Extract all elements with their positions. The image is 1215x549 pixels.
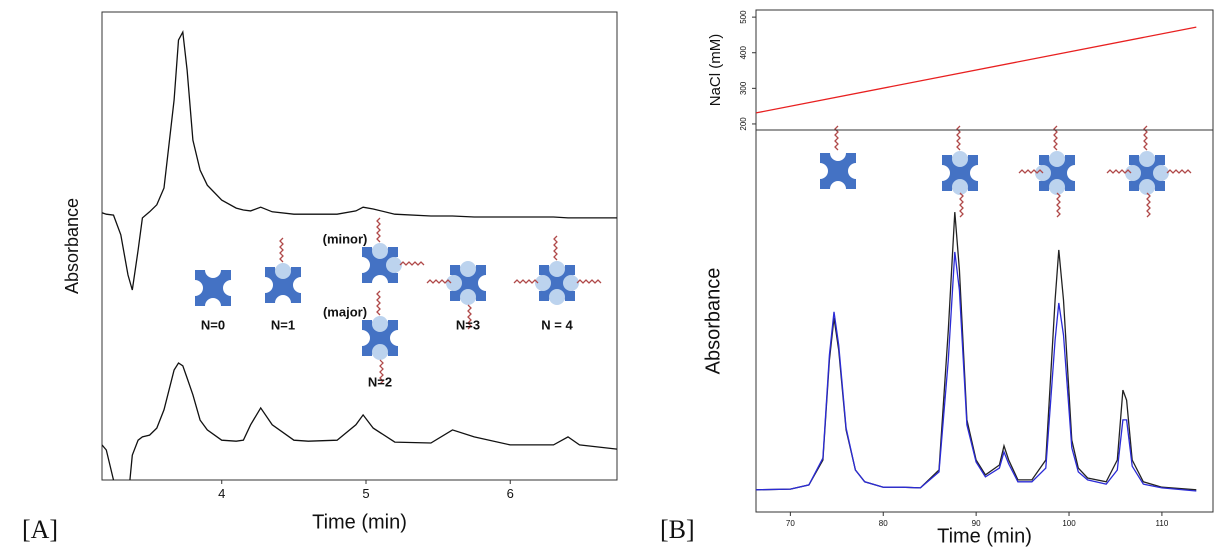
x-tick-label: 90	[972, 519, 981, 528]
x-tick-label: 4	[218, 486, 225, 501]
y-tick-label: 300	[739, 81, 748, 95]
x-tick-label: 5	[362, 486, 369, 501]
icon-label: N=1	[271, 317, 295, 332]
x-tick-label: 100	[1062, 519, 1076, 528]
trace	[102, 29, 617, 291]
panel-label: [B]	[660, 515, 695, 544]
trace	[756, 251, 1197, 492]
y-tick-label: 200	[739, 117, 748, 131]
x-tick-label: 110	[1156, 519, 1169, 528]
icons-b	[820, 125, 1192, 218]
x-tick-label: 80	[879, 519, 888, 528]
plot-frame	[101, 11, 618, 481]
icon-label: N=0	[201, 317, 225, 332]
y-axis-label: NaCl (mM)	[707, 34, 724, 107]
icon-label: N=2	[368, 374, 392, 389]
icon-label: N=3	[456, 317, 480, 332]
x-tick-label: 70	[786, 519, 795, 528]
y-axis-label: Absorbance	[62, 198, 82, 294]
icons-a	[195, 217, 602, 385]
panel-label: [A]	[22, 515, 58, 544]
y-axis-label: Absorbance	[702, 268, 724, 375]
x-tick-label: 6	[507, 486, 514, 501]
plot-area	[756, 26, 1197, 114]
y-tick-label: 500	[739, 10, 748, 24]
plot-area	[756, 212, 1197, 492]
plot-frame	[755, 129, 1214, 513]
icon-label: N = 4	[541, 317, 573, 332]
trace	[102, 362, 617, 480]
plot-frame	[755, 9, 1214, 131]
x-axis-label: Time (min)	[937, 525, 1032, 547]
x-axis-label: Time (min)	[312, 511, 407, 533]
y-tick-label: 400	[739, 46, 748, 60]
plot-area	[102, 29, 617, 480]
trace	[756, 26, 1197, 114]
icon-label: (major)	[323, 304, 367, 319]
icon-label: (minor)	[323, 231, 368, 246]
